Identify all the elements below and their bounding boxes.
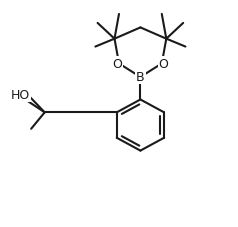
Text: O: O <box>112 58 122 71</box>
Text: HO: HO <box>11 89 30 102</box>
Text: O: O <box>159 58 169 71</box>
Text: B: B <box>136 71 145 84</box>
